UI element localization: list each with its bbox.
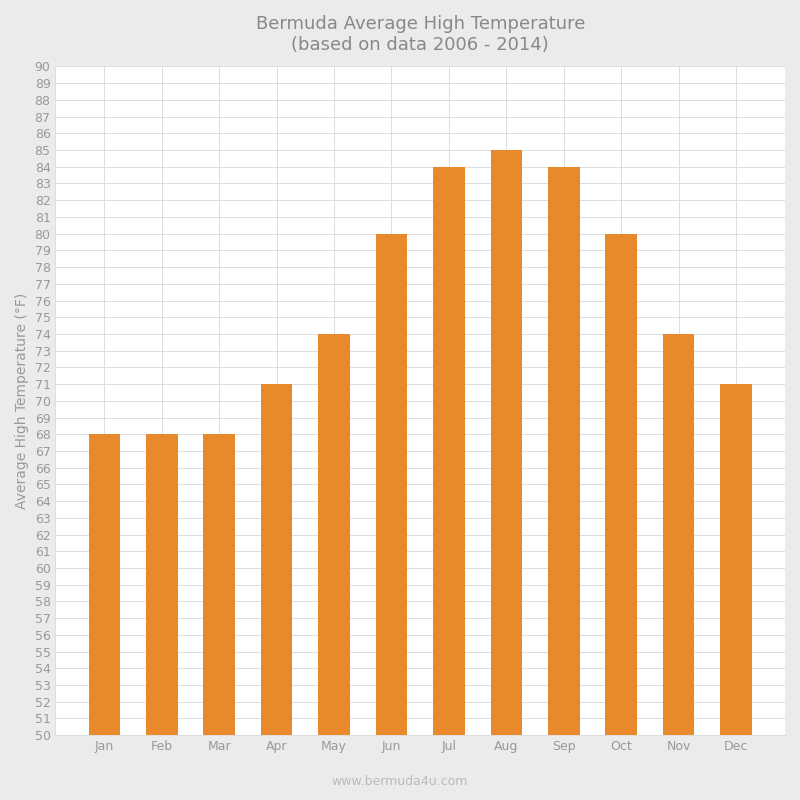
Bar [720, 384, 752, 800]
Bar [606, 234, 637, 800]
Bar [318, 334, 350, 800]
Bar [261, 384, 293, 800]
Bar [146, 434, 178, 800]
Y-axis label: Average High Temperature (°F): Average High Temperature (°F) [15, 293, 29, 509]
Bar [203, 434, 235, 800]
Title: Bermuda Average High Temperature
(based on data 2006 - 2014): Bermuda Average High Temperature (based … [255, 15, 585, 54]
Bar [663, 334, 694, 800]
Bar [89, 434, 120, 800]
Bar [433, 166, 465, 800]
Bar [548, 166, 579, 800]
Text: www.bermuda4u.com: www.bermuda4u.com [332, 775, 468, 788]
Bar [490, 150, 522, 800]
Bar [376, 234, 407, 800]
